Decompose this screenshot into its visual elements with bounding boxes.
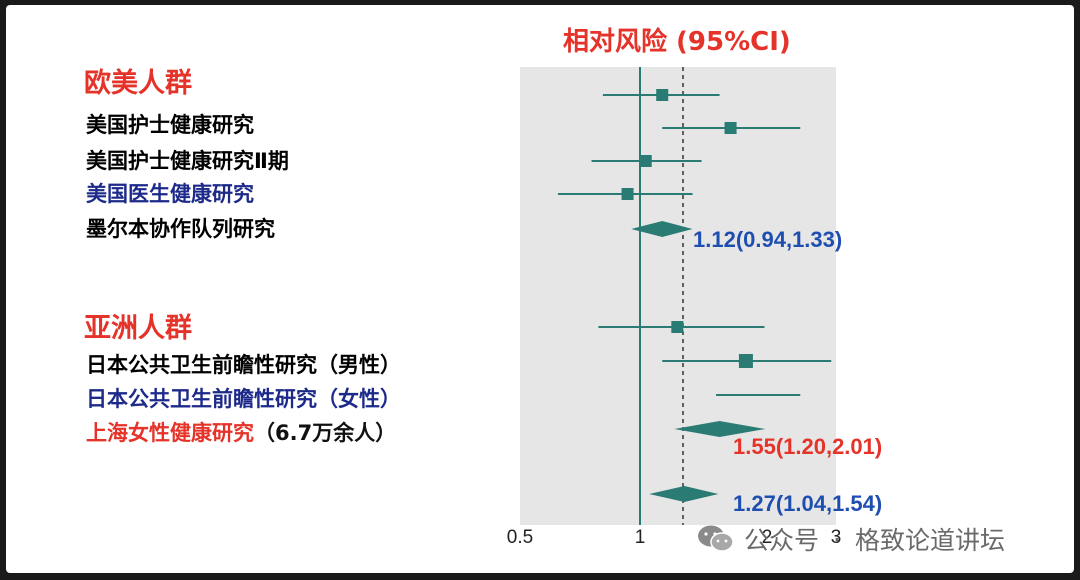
study-label: 美国医生健康研究 (86, 182, 254, 206)
forest-plot (520, 67, 836, 525)
group-title-western: 欧美人群 (84, 68, 192, 99)
x-tick-label: 3 (830, 527, 842, 548)
study-label: 美国护士健康研究Ⅱ期 (86, 149, 289, 173)
point-estimate (671, 321, 684, 333)
wechat-icon (698, 525, 734, 552)
point-estimate (621, 188, 634, 200)
chart-title: 相对风险 (95%CI) (563, 27, 791, 57)
point-estimate (656, 89, 669, 101)
summary-estimate-western: 1.12(0.94,1.33) (693, 227, 843, 252)
x-tick-label: 0.5 (506, 527, 534, 548)
x-tick-label: 1 (634, 527, 646, 548)
summary-estimate-overall: 1.27(1.04,1.54) (733, 491, 883, 516)
summary-diamond (674, 421, 766, 437)
watermark-separator: · (833, 524, 841, 554)
study-label-shanghai-size: （6.7万余人） (254, 421, 397, 445)
watermark: 公众号 · 格致论道讲坛 (696, 519, 1005, 559)
point-estimate (639, 155, 652, 167)
summary-estimate-asian: 1.55(1.20,2.01) (733, 434, 883, 459)
group-title-asian: 亚洲人群 (84, 313, 192, 344)
point-estimate (738, 354, 753, 368)
plot-panel (520, 67, 836, 525)
study-label: 美国护士健康研究 (86, 113, 254, 137)
watermark-name: 格致论道讲坛 (854, 526, 1005, 555)
study-label-shanghai-name: 上海女性健康研究 (86, 421, 254, 445)
x-tick-label: 2 (761, 527, 773, 548)
study-label-shanghai: 上海女性健康研究（6.7万余人） (86, 417, 396, 447)
watermark-prefix: 公众号 (744, 526, 820, 555)
slide: 相对风险 (95%CI) 欧美人群 美国护士健康研究 美国护士健康研究Ⅱ期 美国… (6, 5, 1074, 573)
summary-diamond (649, 486, 719, 502)
study-label: 日本公共卫生前瞻性研究（男性） (86, 353, 401, 377)
study-label: 墨尔本协作队列研究 (86, 217, 275, 241)
point-estimate (724, 122, 737, 134)
study-label: 日本公共卫生前瞻性研究（女性） (86, 387, 401, 411)
summary-diamond (631, 221, 693, 237)
